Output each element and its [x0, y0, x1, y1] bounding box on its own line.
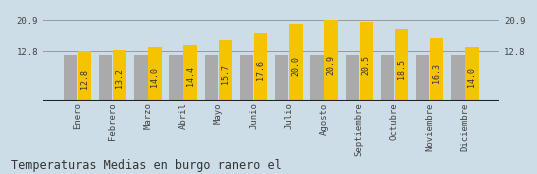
Bar [254, 33, 267, 101]
Bar [64, 55, 77, 101]
Text: 14.0: 14.0 [150, 67, 159, 86]
Bar [289, 24, 302, 101]
Bar [134, 55, 148, 101]
Text: 15.7: 15.7 [221, 64, 230, 84]
Bar [205, 55, 218, 101]
Bar [395, 29, 408, 101]
Text: 20.0: 20.0 [292, 56, 300, 76]
Text: 13.2: 13.2 [115, 68, 124, 88]
Bar [219, 40, 232, 101]
Bar [275, 55, 288, 101]
Text: 12.8: 12.8 [80, 69, 89, 89]
Text: 20.5: 20.5 [362, 55, 371, 75]
Text: 18.5: 18.5 [397, 59, 406, 79]
Bar [360, 22, 373, 101]
Bar [148, 47, 162, 101]
Bar [78, 52, 91, 101]
Bar [430, 38, 444, 101]
Bar [184, 45, 197, 101]
Text: Temperaturas Medias en burgo ranero el: Temperaturas Medias en burgo ranero el [11, 159, 281, 172]
Bar [99, 55, 112, 101]
Text: 16.3: 16.3 [432, 63, 441, 82]
Bar [113, 50, 126, 101]
Text: 14.4: 14.4 [186, 66, 195, 86]
Text: 14.0: 14.0 [468, 67, 476, 86]
Bar [240, 55, 253, 101]
Text: 20.9: 20.9 [326, 55, 336, 74]
Bar [381, 55, 394, 101]
Bar [310, 55, 324, 101]
Bar [451, 55, 465, 101]
Bar [416, 55, 430, 101]
Bar [324, 20, 338, 101]
Bar [169, 55, 183, 101]
Bar [345, 55, 359, 101]
Text: 17.6: 17.6 [256, 60, 265, 80]
Bar [465, 47, 478, 101]
